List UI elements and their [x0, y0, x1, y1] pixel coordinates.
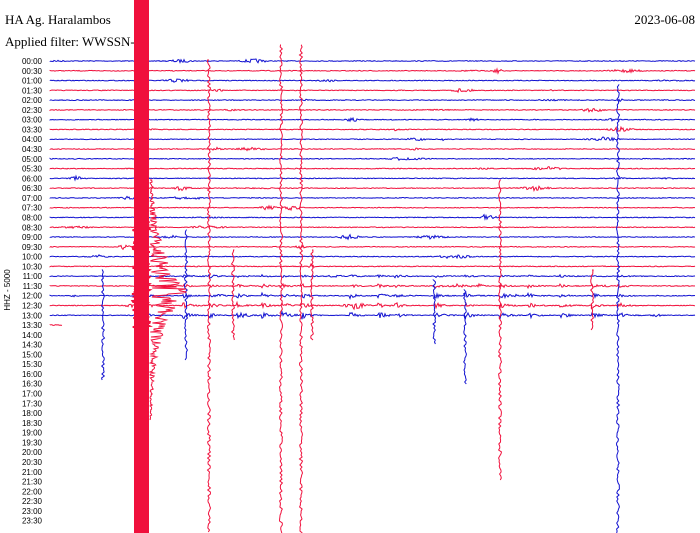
- main-event-coda: [148, 179, 187, 421]
- time-label: 01:30: [22, 86, 43, 95]
- event-spike: [310, 249, 315, 341]
- trace: [49, 125, 696, 132]
- trace: [49, 146, 696, 152]
- channel-label: HHZ - 5000: [3, 269, 12, 311]
- time-label: 11:00: [23, 272, 43, 281]
- trace: [49, 204, 695, 212]
- trace: [49, 136, 695, 142]
- time-label: 00:00: [22, 57, 43, 66]
- trace: [49, 225, 696, 230]
- time-label: 05:30: [22, 165, 43, 174]
- time-label: 00:30: [22, 67, 43, 76]
- time-label: 11:30: [23, 282, 43, 291]
- trace: [49, 78, 696, 83]
- time-label: 13:00: [22, 311, 43, 320]
- event-spike: [590, 269, 595, 331]
- date-label: 2023-06-08: [634, 12, 695, 27]
- time-label: 21:00: [22, 468, 43, 477]
- time-label: 15:30: [22, 360, 43, 369]
- trace: [49, 324, 63, 326]
- time-label: 23:30: [22, 517, 43, 526]
- traces: [49, 0, 696, 533]
- event-spike: [432, 279, 437, 345]
- time-label: 19:00: [22, 429, 43, 438]
- time-label: 02:30: [22, 106, 43, 115]
- time-label: 14:30: [22, 341, 43, 350]
- event-spike: [497, 179, 503, 481]
- trace: [49, 156, 696, 161]
- time-label: 20:30: [22, 458, 43, 467]
- trace: [49, 233, 696, 241]
- time-label: 18:30: [22, 419, 43, 428]
- time-label: 08:00: [22, 213, 43, 222]
- trace: [49, 116, 695, 123]
- trace: [49, 174, 696, 182]
- main-event-coda: [130, 0, 153, 533]
- time-label: 21:30: [22, 478, 43, 487]
- event-spike: [278, 44, 284, 533]
- time-label: 04:30: [22, 145, 43, 154]
- trace: [49, 98, 696, 103]
- time-label: 22:30: [22, 497, 43, 506]
- time-label: 23:00: [22, 507, 43, 516]
- time-label: 07:30: [22, 204, 43, 213]
- time-label: 14:00: [22, 331, 43, 340]
- trace: [49, 88, 695, 94]
- time-label: 12:30: [22, 302, 43, 311]
- trace: [49, 309, 696, 321]
- time-label: 03:00: [22, 116, 43, 125]
- time-label: 18:00: [22, 409, 43, 418]
- time-label: 13:30: [22, 321, 43, 330]
- event-spike: [100, 269, 106, 381]
- event-spike: [183, 229, 189, 361]
- time-label: 06:00: [22, 174, 43, 183]
- event-spike: [615, 84, 621, 533]
- time-label: 09:30: [22, 243, 43, 252]
- time-label: 12:00: [22, 292, 43, 301]
- time-label: 16:00: [22, 370, 43, 379]
- event-spike: [462, 289, 467, 385]
- trace: [49, 107, 696, 113]
- time-label: 10:30: [22, 262, 43, 271]
- time-label: 03:30: [22, 125, 43, 134]
- trace: [49, 185, 696, 192]
- trace: [49, 213, 696, 221]
- time-label: 22:00: [22, 487, 43, 496]
- event-spike: [230, 249, 236, 341]
- event-spike: [206, 59, 212, 533]
- time-label: 17:00: [22, 390, 43, 399]
- time-label: 16:30: [22, 380, 43, 389]
- time-label: 09:00: [22, 233, 43, 242]
- time-label: 06:30: [22, 184, 43, 193]
- trace: [49, 58, 696, 64]
- filter-label: Applied filter: WWSSN-: [5, 34, 135, 49]
- trace: [49, 67, 696, 75]
- time-label: 05:00: [22, 155, 43, 164]
- station-title: HA Ag. Haralambos: [5, 12, 111, 27]
- event-spike: [298, 44, 304, 533]
- trace: [49, 273, 696, 279]
- time-label: 04:00: [22, 135, 43, 144]
- trace: [49, 244, 696, 251]
- trace: [49, 195, 696, 201]
- time-label: 20:00: [22, 448, 43, 457]
- time-label: 07:00: [22, 194, 43, 203]
- time-label: 02:00: [22, 96, 43, 105]
- time-label: 10:00: [22, 253, 43, 262]
- trace: [49, 165, 696, 171]
- time-label: 08:30: [22, 223, 43, 232]
- time-label: 15:00: [22, 350, 43, 359]
- time-label: 01:00: [22, 77, 43, 86]
- time-label: 17:30: [22, 399, 43, 408]
- time-label: 19:30: [22, 438, 43, 447]
